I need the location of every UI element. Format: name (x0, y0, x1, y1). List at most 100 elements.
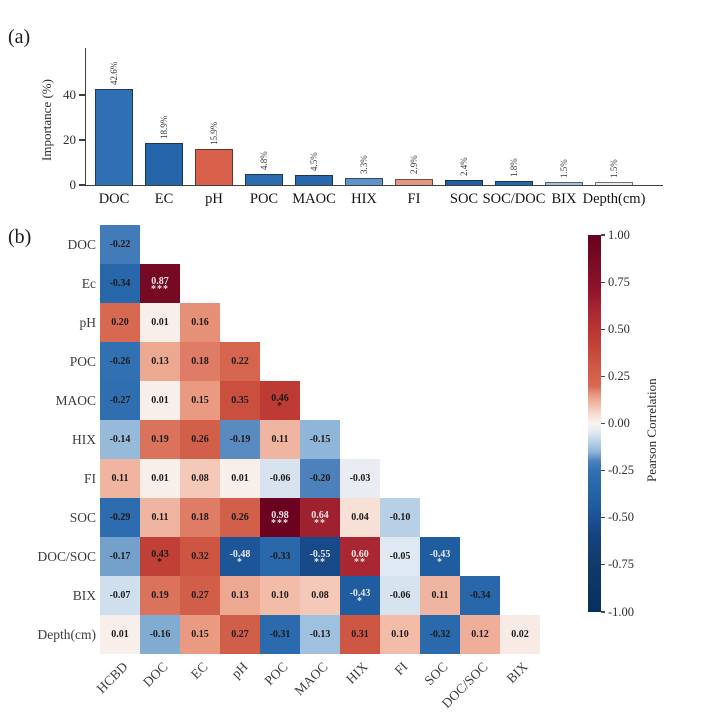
y-axis-tick-label: 0 (69, 177, 77, 192)
cell-significance: * (357, 595, 363, 607)
heatmap-cell-r2c1: 0.01 (140, 303, 180, 342)
heatmap-cell-r6c4: -0.06 (260, 459, 300, 498)
cell-value: 0.01 (151, 473, 169, 484)
cell-value: 0.08 (191, 473, 209, 484)
cell-value: -0.26 (109, 356, 131, 367)
heatmap-cell-r3c3: 0.22 (220, 342, 260, 381)
cell-value: -0.16 (149, 629, 171, 640)
x-category-label: BIX (551, 191, 577, 207)
cell-value: 0.12 (471, 629, 489, 640)
heatmap-cell-r9c8: 0.11 (420, 576, 460, 615)
x-category-label: HIX (351, 191, 377, 207)
colorbar-tick-label: -0.50 (608, 510, 635, 525)
bar-depth-cm- (595, 181, 633, 185)
colorbar-tick (601, 564, 605, 566)
heatmap-cell-r7c7: -0.10 (380, 498, 420, 537)
cell-value: -0.29 (109, 512, 131, 523)
heatmap-cell-r6c0: 0.11 (100, 459, 140, 498)
cell-value: 0.16 (191, 317, 209, 328)
cell-value: 0.35 (231, 395, 249, 406)
heatmap-cell-r10c4: -0.31 (260, 615, 300, 654)
cell-value: 0.02 (511, 629, 529, 640)
x-category-label: POC (249, 191, 279, 207)
cell-value: 0.11 (111, 473, 129, 484)
heatmap-cell-r8c6: 0.60 ** (340, 537, 380, 576)
heatmap-cell-r7c6: 0.04 (340, 498, 380, 537)
x-category-label: FI (407, 191, 421, 207)
x-category-label: MAOC (292, 191, 336, 207)
heatmap-cell-r7c2: 0.18 (180, 498, 220, 537)
heatmap-cell-r7c4: 0.98 *** (260, 498, 300, 537)
heatmap-cell-r9c1: 0.19 (140, 576, 180, 615)
heatmap-cell-r7c5: 0.64 ** (300, 498, 340, 537)
cell-significance: * (277, 400, 283, 412)
x-category-label: SOC (449, 191, 479, 207)
heatmap-cell-r4c2: 0.15 (180, 381, 220, 420)
cell-value: 0.10 (271, 590, 289, 601)
heatmap-cell-r10c7: 0.10 (380, 615, 420, 654)
cell-value: 0.01 (231, 473, 249, 484)
heatmap-cell-r3c2: 0.18 (180, 342, 220, 381)
cell-value: 0.19 (151, 434, 169, 445)
colorbar-tick (601, 470, 605, 472)
heatmap-row-label: Depth(cm) (37, 626, 96, 642)
heatmap-row-label: DOC/SOC (37, 548, 96, 564)
colorbar-tick-label: -0.25 (608, 463, 635, 478)
y-axis-tick (79, 184, 85, 186)
y-axis-tick-label: 20 (63, 132, 76, 148)
heatmap-cell-r10c6: 0.31 (340, 615, 380, 654)
heatmap-row-label: BIX (72, 587, 96, 603)
heatmap-cell-r9c3: 0.13 (220, 576, 260, 615)
heatmap-cell-r10c10: 0.02 (500, 615, 540, 654)
heatmap-cell-r1c1: 0.87 *** (140, 264, 180, 303)
cell-value: -0.43 (349, 587, 371, 599)
heatmap-cell-r2c2: 0.16 (180, 303, 220, 342)
cell-value: 0.32 (191, 551, 209, 562)
cell-value: -0.05 (389, 551, 411, 562)
heatmap-row-label: pH (79, 314, 97, 330)
heatmap-cell-r10c8: -0.32 (420, 615, 460, 654)
colorbar-tick-label: 0.75 (608, 274, 630, 289)
cell-value: -0.43 (429, 548, 451, 560)
heatmap-cell-r8c5: -0.55 ** (300, 537, 340, 576)
bar-bix (545, 181, 583, 185)
heatmap-cell-r2c0: 0.20 (100, 303, 140, 342)
cell-significance: * (237, 556, 243, 568)
heatmap-cell-r6c5: -0.20 (300, 459, 340, 498)
panel-b-label: (b) (8, 226, 32, 248)
cell-value: -0.27 (109, 395, 131, 406)
cell-value: -0.32 (429, 629, 451, 640)
cell-value: 0.22 (231, 356, 249, 367)
heatmap-cell-r10c9: 0.12 (460, 615, 500, 654)
cell-value: 0.04 (351, 512, 369, 523)
x-category-label: SOC/DOC (482, 191, 546, 207)
cell-value: -0.17 (109, 551, 131, 562)
heatmap-row-label: POC (69, 353, 96, 369)
heatmap-cell-r3c0: -0.26 (100, 342, 140, 381)
cell-value: 0.31 (351, 629, 369, 640)
cell-value: -0.06 (269, 473, 291, 484)
cell-value: -0.33 (269, 551, 291, 562)
heatmap-cell-r10c2: 0.15 (180, 615, 220, 654)
cell-value: -0.07 (109, 590, 131, 601)
cell-significance: *** (271, 517, 289, 529)
cell-value: 0.26 (191, 434, 209, 445)
cell-value: 0.27 (231, 629, 249, 640)
heatmap-cell-r9c7: -0.06 (380, 576, 420, 615)
x-category-label: pH (205, 191, 223, 207)
panel-a-label: (a) (8, 26, 31, 48)
heatmap-cell-r9c0: -0.07 (100, 576, 140, 615)
cell-value: -0.55 (309, 548, 331, 560)
bar-soc-doc (495, 180, 533, 185)
heatmap-cell-r5c0: -0.14 (100, 420, 140, 459)
colorbar-tick (601, 611, 605, 613)
cell-significance: *** (151, 283, 169, 295)
cell-value: -0.34 (469, 590, 491, 601)
cell-value: -0.31 (269, 629, 291, 640)
bar-fi (395, 178, 433, 185)
cell-value: 0.98 (271, 509, 289, 521)
y-axis-tick (79, 139, 85, 141)
bar-hix (345, 177, 383, 185)
colorbar-tick-label: 0.25 (608, 368, 630, 383)
